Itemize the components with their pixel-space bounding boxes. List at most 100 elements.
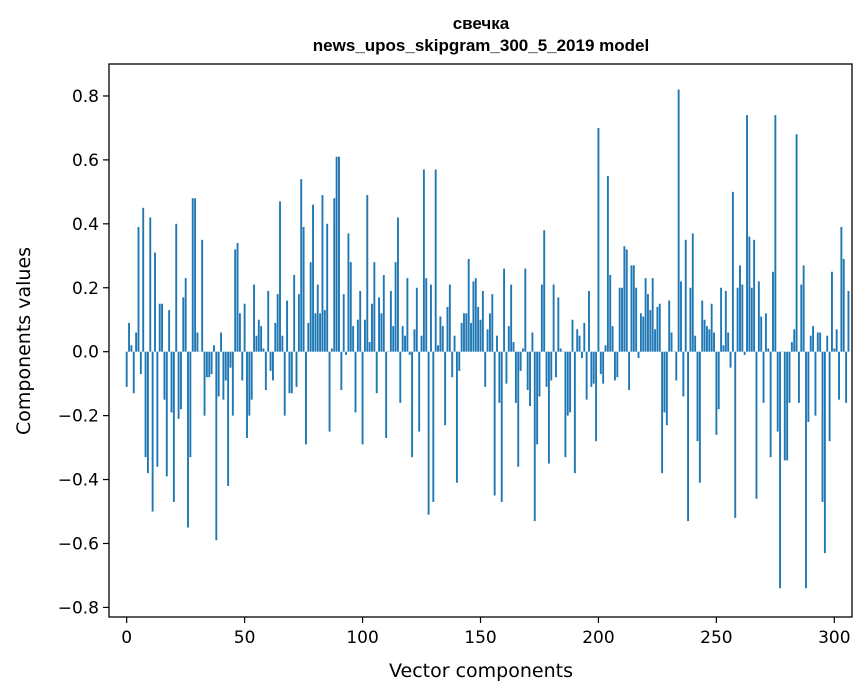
bar-component-302 xyxy=(838,351,840,400)
bar-component-301 xyxy=(835,329,838,352)
bar-component-262 xyxy=(743,351,746,355)
bar-component-90 xyxy=(338,156,340,352)
bar-component-76 xyxy=(305,351,307,445)
bar-component-283 xyxy=(793,329,796,352)
bar-component-40 xyxy=(220,332,222,352)
bar-component-124 xyxy=(418,351,421,432)
bar-component-204 xyxy=(606,175,609,352)
x-tick-label-100: 100 xyxy=(346,628,378,648)
bar-component-110 xyxy=(385,351,388,438)
bar-component-210 xyxy=(621,287,623,352)
bar-component-167 xyxy=(519,351,522,371)
bar-component-67 xyxy=(283,351,286,416)
y-tick-label-6: 0.4 xyxy=(72,215,99,235)
bar-component-164 xyxy=(512,342,515,352)
bar-component-239 xyxy=(689,287,692,352)
bar-component-13 xyxy=(156,351,159,467)
bar-component-118 xyxy=(404,335,406,352)
bar-component-220 xyxy=(644,278,647,352)
bar-component-256 xyxy=(729,351,732,368)
y-tick-label-0: −0.8 xyxy=(58,598,99,618)
x-tick-label-150: 150 xyxy=(464,628,496,648)
bar-component-75 xyxy=(302,227,305,352)
chart-title-line1: свечка xyxy=(453,14,510,33)
bar-component-195 xyxy=(585,351,588,400)
bar-component-104 xyxy=(371,303,373,352)
bar-component-287 xyxy=(802,265,805,352)
bar-component-139 xyxy=(453,335,456,352)
bar-component-303 xyxy=(840,227,843,352)
bar-component-77 xyxy=(307,322,310,352)
bar-component-87 xyxy=(330,348,333,352)
bar-component-36 xyxy=(210,351,213,375)
bar-component-168 xyxy=(522,348,524,352)
bar-component-271 xyxy=(764,313,767,352)
bar-component-215 xyxy=(632,265,635,352)
bar-component-79 xyxy=(312,204,314,352)
bar-component-51 xyxy=(246,351,248,438)
bar-component-107 xyxy=(378,297,381,352)
bar-component-258 xyxy=(734,351,737,518)
bar-component-140 xyxy=(455,351,458,483)
bar-component-153 xyxy=(486,329,489,352)
bar-component-255 xyxy=(727,332,730,352)
bar-component-223 xyxy=(651,278,654,352)
bar-component-108 xyxy=(380,313,383,352)
bar-component-5 xyxy=(137,227,140,352)
bar-component-246 xyxy=(705,326,708,352)
bar-component-192 xyxy=(578,335,581,352)
bar-component-244 xyxy=(701,300,704,352)
bar-component-136 xyxy=(446,306,449,352)
bar-component-202 xyxy=(602,351,605,384)
bar-component-229 xyxy=(665,351,668,426)
bar-component-30 xyxy=(196,332,199,352)
x-axis-ticks: 0 50 100 150 200 250 300 xyxy=(121,617,851,648)
bar-component-199 xyxy=(595,351,598,442)
bar-component-123 xyxy=(415,287,418,352)
bar-component-261 xyxy=(741,284,744,352)
bar-component-263 xyxy=(746,115,748,352)
bar-component-158 xyxy=(498,351,501,403)
bar-component-121 xyxy=(411,351,414,458)
bar-component-275 xyxy=(774,115,777,352)
bar-component-106 xyxy=(375,351,378,394)
bar-component-188 xyxy=(569,351,572,413)
bar-component-226 xyxy=(658,303,661,352)
bar-component-10 xyxy=(149,217,152,352)
bar-component-277 xyxy=(779,351,782,589)
bar-component-1 xyxy=(128,322,130,352)
bar-component-66 xyxy=(281,335,284,352)
bar-component-59 xyxy=(264,351,267,391)
bar-component-190 xyxy=(573,351,576,474)
bar-component-147 xyxy=(472,281,475,352)
bar-component-97 xyxy=(354,351,357,413)
bar-component-183 xyxy=(557,297,560,352)
bar-component-186 xyxy=(564,351,567,458)
bar-component-22 xyxy=(177,351,180,419)
bar-component-268 xyxy=(757,281,760,352)
bar-component-227 xyxy=(661,351,664,474)
bar-component-162 xyxy=(507,326,510,352)
bar-component-245 xyxy=(703,319,706,352)
x-tick-label-0: 0 xyxy=(121,628,132,648)
y-tick-label-2: −0.4 xyxy=(58,471,99,491)
bar-component-86 xyxy=(328,351,331,432)
bar-component-213 xyxy=(628,351,631,391)
bar-component-231 xyxy=(670,332,673,352)
bar-component-88 xyxy=(333,198,336,352)
bar-component-4 xyxy=(135,332,138,352)
bar-component-240 xyxy=(691,233,694,352)
y-tick-label-3: −0.2 xyxy=(58,407,99,427)
bar-component-201 xyxy=(599,351,602,375)
bar-component-173 xyxy=(533,351,536,522)
bar-component-142 xyxy=(460,322,463,352)
bar-component-175 xyxy=(538,351,541,397)
bar-component-160 xyxy=(503,268,506,352)
x-tick-label-300: 300 xyxy=(818,628,850,648)
bar-component-276 xyxy=(776,351,779,432)
bar-component-114 xyxy=(394,262,397,352)
bar-component-297 xyxy=(826,335,829,352)
bar-component-125 xyxy=(420,335,423,352)
bar-component-292 xyxy=(814,351,817,416)
bar-component-180 xyxy=(550,351,553,381)
